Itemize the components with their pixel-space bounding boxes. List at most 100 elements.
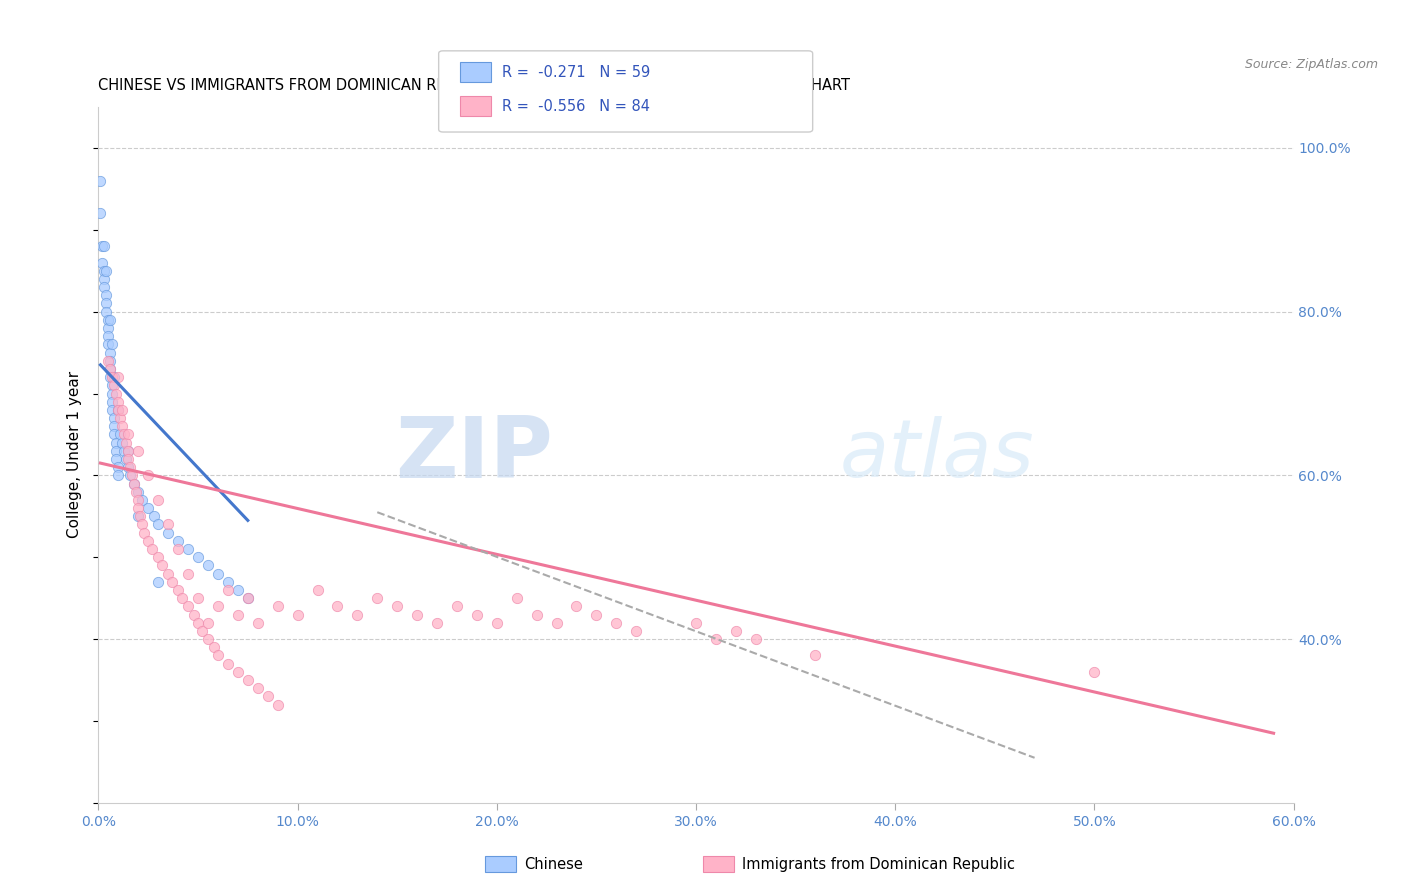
- Point: [704, 632, 727, 646]
- Point: [124, 476, 146, 491]
- Point: [141, 542, 163, 557]
- Point: [111, 419, 134, 434]
- Point: [129, 509, 152, 524]
- Point: [111, 403, 134, 417]
- Text: ZIP: ZIP: [395, 413, 553, 497]
- Point: [115, 435, 138, 450]
- Point: [101, 378, 124, 392]
- Point: [346, 607, 368, 622]
- Point: [97, 329, 120, 343]
- Point: [101, 386, 124, 401]
- Point: [148, 550, 170, 565]
- Point: [426, 615, 449, 630]
- Point: [148, 517, 170, 532]
- Point: [124, 476, 146, 491]
- Point: [267, 698, 290, 712]
- Point: [685, 615, 707, 630]
- Point: [136, 501, 159, 516]
- Point: [117, 443, 139, 458]
- Point: [160, 574, 183, 589]
- Point: [256, 690, 278, 704]
- Point: [406, 607, 429, 622]
- Point: [526, 607, 548, 622]
- Point: [197, 632, 219, 646]
- Point: [117, 460, 139, 475]
- Point: [136, 533, 159, 548]
- Point: [236, 591, 259, 606]
- Point: [91, 239, 114, 253]
- Point: [131, 492, 153, 507]
- Point: [804, 648, 827, 663]
- Text: Chinese: Chinese: [524, 857, 583, 871]
- Point: [89, 206, 111, 220]
- Point: [366, 591, 388, 606]
- Point: [98, 345, 122, 359]
- Point: [107, 403, 129, 417]
- Point: [626, 624, 648, 638]
- Point: [103, 411, 125, 425]
- Point: [197, 615, 219, 630]
- Point: [191, 624, 214, 638]
- Point: [724, 624, 747, 638]
- Point: [565, 599, 588, 614]
- Point: [217, 574, 239, 589]
- Point: [605, 615, 627, 630]
- Point: [105, 386, 128, 401]
- Point: [105, 452, 128, 467]
- Point: [105, 443, 128, 458]
- Point: [97, 321, 120, 335]
- Text: atlas: atlas: [839, 416, 1035, 494]
- Point: [187, 615, 209, 630]
- Point: [183, 607, 205, 622]
- Point: [93, 239, 115, 253]
- Point: [97, 353, 120, 368]
- Point: [148, 574, 170, 589]
- Point: [103, 378, 125, 392]
- Point: [134, 525, 156, 540]
- Point: [226, 607, 249, 622]
- Point: [167, 533, 190, 548]
- Point: [177, 599, 200, 614]
- Point: [167, 582, 190, 597]
- Point: [485, 615, 508, 630]
- Point: [148, 492, 170, 507]
- Text: CHINESE VS IMMIGRANTS FROM DOMINICAN REPUBLIC COLLEGE, UNDER 1 YEAR CORRELATION : CHINESE VS IMMIGRANTS FROM DOMINICAN REP…: [98, 78, 851, 94]
- Point: [127, 492, 149, 507]
- Point: [157, 525, 180, 540]
- Point: [98, 362, 122, 376]
- Point: [217, 657, 239, 671]
- Point: [197, 558, 219, 573]
- Point: [120, 460, 142, 475]
- Point: [112, 427, 135, 442]
- Text: R =  -0.271   N = 59: R = -0.271 N = 59: [502, 65, 650, 79]
- Point: [585, 607, 607, 622]
- Point: [107, 460, 129, 475]
- Point: [207, 648, 229, 663]
- Text: R =  -0.556   N = 84: R = -0.556 N = 84: [502, 99, 650, 113]
- Point: [465, 607, 488, 622]
- Point: [157, 566, 180, 581]
- Point: [98, 362, 122, 376]
- Point: [207, 599, 229, 614]
- Point: [136, 468, 159, 483]
- Point: [107, 403, 129, 417]
- Point: [207, 566, 229, 581]
- Point: [506, 591, 529, 606]
- Point: [236, 673, 259, 687]
- Point: [236, 591, 259, 606]
- Point: [110, 411, 132, 425]
- Point: [202, 640, 225, 655]
- Point: [97, 313, 120, 327]
- Point: [96, 304, 118, 318]
- Point: [115, 452, 138, 467]
- Point: [89, 174, 111, 188]
- Text: Source: ZipAtlas.com: Source: ZipAtlas.com: [1244, 58, 1378, 71]
- Point: [246, 615, 269, 630]
- Point: [93, 272, 115, 286]
- Point: [127, 509, 149, 524]
- Point: [101, 403, 124, 417]
- Point: [131, 517, 153, 532]
- Point: [91, 255, 114, 269]
- Point: [103, 419, 125, 434]
- Point: [96, 288, 118, 302]
